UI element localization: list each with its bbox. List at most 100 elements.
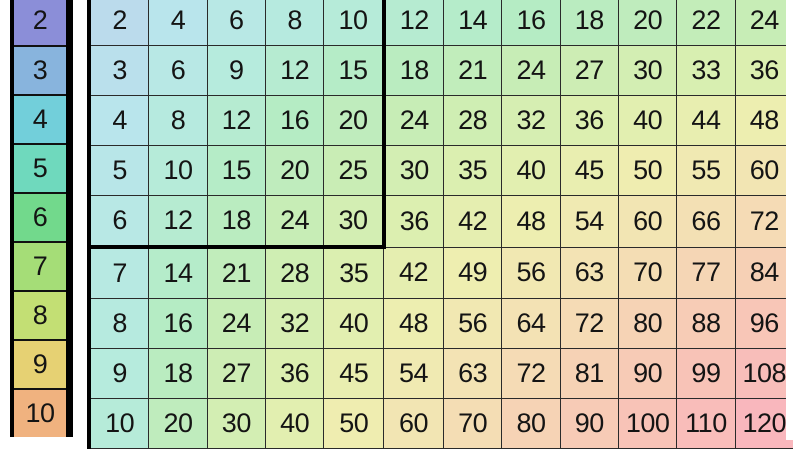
cell-7x1: 7	[91, 246, 150, 299]
table-row: 6 12 18 24 30 36 42 48 54 60 66 72	[91, 195, 793, 249]
grid-container: 2 4 6 8 10 12 14 16 18 20 22 24 3 6 9 12 15 18 21 24 27 30 33 3…	[87, 0, 793, 449]
cell-7x2: 14	[148, 246, 208, 299]
cell-8x10: 80	[617, 298, 678, 349]
cell-4x3: 12	[206, 95, 266, 146]
cell-10x3: 30	[206, 398, 266, 449]
cell-3x11: 33	[676, 45, 736, 96]
cell-7x12: 84	[734, 246, 793, 299]
cell-8x4: 32	[264, 298, 325, 349]
cell-2x11: 22	[676, 0, 736, 46]
table-row: 10 20 30 40 50 60 70 80 90 100 110 120	[91, 398, 793, 449]
cell-6x1: 6	[91, 195, 150, 249]
cell-2x2: 4	[148, 0, 208, 46]
cell-6x5: 30	[323, 195, 386, 249]
cell-2x7: 14	[442, 0, 503, 46]
cell-9x2: 18	[148, 348, 208, 399]
cell-8x2: 16	[148, 298, 208, 349]
cell-9x10: 90	[617, 348, 678, 399]
cell-8x12: 96	[734, 298, 793, 349]
cell-3x7: 21	[442, 45, 503, 96]
cell-2x8: 16	[501, 0, 561, 46]
cell-6x10: 60	[617, 195, 678, 248]
cell-9x9: 81	[559, 348, 619, 399]
cell-9x12: 108	[734, 348, 793, 399]
cell-8x11: 88	[676, 298, 736, 349]
cell-2x3: 6	[206, 0, 266, 46]
row-header-6: 6	[14, 192, 66, 241]
cell-7x4: 28	[264, 246, 325, 299]
cell-10x5: 50	[323, 398, 385, 449]
cell-10x11: 110	[676, 398, 736, 449]
cell-6x7: 42	[442, 195, 503, 248]
cell-5x4: 20	[264, 145, 325, 196]
row-header-4: 4	[14, 94, 66, 143]
cell-10x10: 100	[617, 398, 678, 449]
table-row: 8 16 24 32 40 48 56 64 72 80 88 96	[91, 298, 793, 349]
header-grid-gutter	[74, 0, 87, 440]
cell-4x11: 44	[676, 95, 736, 146]
table-row: 7 14 21 28 35 42 49 56 63 70 77 84	[91, 246, 793, 299]
cell-9x3: 27	[206, 348, 266, 399]
cell-10x8: 80	[501, 398, 561, 449]
row-header-9: 9	[14, 339, 66, 388]
cell-5x6: 30	[383, 145, 444, 196]
cell-10x1: 10	[91, 398, 150, 449]
cell-8x6: 48	[383, 298, 444, 349]
cell-6x12: 72	[734, 195, 793, 248]
cell-10x2: 20	[148, 398, 208, 449]
cell-3x5: 15	[323, 45, 386, 96]
cell-10x6: 60	[383, 398, 444, 449]
cell-2x10: 20	[617, 0, 678, 46]
row-header-2: 2	[14, 0, 66, 45]
cell-5x5: 25	[323, 145, 386, 196]
cell-8x1: 8	[91, 298, 150, 349]
cell-7x3: 21	[206, 246, 266, 299]
cell-6x11: 66	[676, 195, 736, 248]
row-header-7: 7	[14, 241, 66, 290]
cell-7x5: 35	[323, 246, 385, 299]
cell-4x10: 40	[617, 95, 678, 146]
table-row: 3 6 9 12 15 18 21 24 27 30 33 36	[91, 45, 793, 96]
cell-4x12: 48	[734, 95, 793, 146]
cell-5x12: 60	[734, 145, 793, 196]
cell-6x4: 24	[264, 195, 325, 249]
cell-4x7: 28	[442, 95, 503, 146]
cell-10x7: 70	[442, 398, 503, 449]
cell-7x11: 77	[676, 246, 736, 299]
cell-8x9: 72	[559, 298, 619, 349]
cell-8x8: 64	[501, 298, 561, 349]
cell-7x8: 56	[501, 246, 561, 299]
cell-3x3: 9	[206, 45, 266, 96]
cell-3x1: 3	[91, 45, 150, 96]
cell-6x6: 36	[383, 195, 444, 248]
cell-9x8: 72	[501, 348, 561, 399]
cell-8x7: 56	[442, 298, 503, 349]
row-header-column: 2 3 4 5 6 7 8 9 10	[10, 0, 73, 437]
cell-2x4: 8	[264, 0, 325, 46]
cell-5x2: 10	[148, 145, 208, 196]
table-row: 2 4 6 8 10 12 14 16 18 20 22 24	[91, 0, 793, 46]
cell-4x4: 16	[264, 95, 325, 146]
cell-6x8: 48	[501, 195, 561, 248]
multiplication-table-page: 2 3 4 5 6 7 8 9 10 2 4 6 8 10 12 14 16 18 20 22 24 3 6 9 12 15 18…	[10, 0, 800, 449]
right-margin	[786, 0, 800, 440]
cell-10x4: 40	[264, 398, 325, 449]
cell-3x9: 27	[559, 45, 619, 96]
cell-9x7: 63	[442, 348, 503, 399]
cell-7x6: 42	[383, 246, 444, 299]
cell-9x5: 45	[323, 348, 385, 399]
cell-6x9: 54	[559, 195, 619, 248]
cell-5x1: 5	[91, 145, 150, 196]
cell-3x12: 36	[734, 45, 793, 96]
row-header-8: 8	[14, 290, 66, 339]
cell-3x8: 24	[501, 45, 561, 96]
cell-5x8: 40	[501, 145, 561, 196]
row-header-3: 3	[14, 45, 66, 94]
table-row: 5 10 15 20 25 30 35 40 45 50 55 60	[91, 145, 793, 196]
cell-3x4: 12	[264, 45, 325, 96]
cell-10x9: 90	[559, 398, 619, 449]
cell-4x9: 36	[559, 95, 619, 146]
cell-4x2: 8	[148, 95, 208, 146]
cell-8x3: 24	[206, 298, 266, 349]
cell-2x1: 2	[91, 0, 150, 46]
